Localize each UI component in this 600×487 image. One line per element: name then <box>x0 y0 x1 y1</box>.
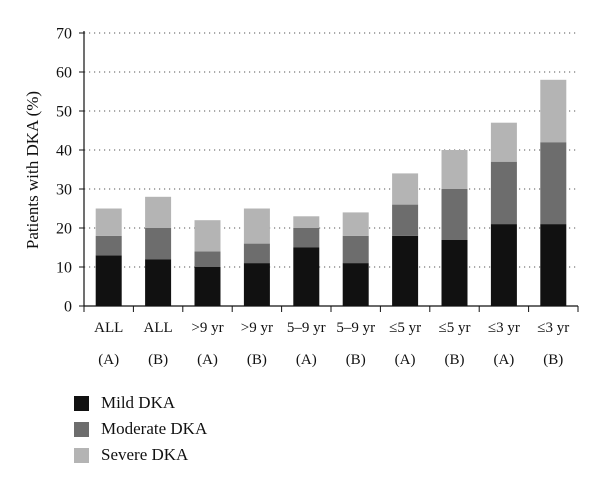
x-tick-group-label: (A) <box>197 352 218 368</box>
x-tick-label: 5–9 yr <box>287 320 326 336</box>
x-tick-label: ≤5 yr <box>439 320 471 336</box>
bar-segment-moderate-dka <box>441 189 468 240</box>
legend-label-moderate: Moderate DKA <box>101 419 208 438</box>
bar-segment-mild-dka <box>441 239 468 306</box>
legend-label-mild: Mild DKA <box>101 393 176 412</box>
bar-segment-moderate-dka <box>95 235 122 256</box>
x-tick-label: ≤3 yr <box>488 320 520 336</box>
bars <box>95 79 567 306</box>
y-tick-label: 20 <box>56 221 72 238</box>
bar-segment-moderate-dka <box>243 243 270 264</box>
bar-segment-severe-dka <box>145 196 172 228</box>
bar-segment-mild-dka <box>95 255 122 306</box>
bar-segment-moderate-dka <box>540 142 567 225</box>
bar-segment-moderate-dka <box>392 204 419 236</box>
x-tick-group-label: (B) <box>247 352 267 368</box>
legend-swatch-moderate <box>74 421 89 437</box>
x-tick-group-label: (B) <box>148 352 168 368</box>
bar-segment-severe-dka <box>194 220 221 252</box>
y-tick-label: 10 <box>56 260 72 277</box>
bar-segment-mild-dka <box>145 259 172 306</box>
bar-segment-moderate-dka <box>490 161 517 225</box>
bar-segment-severe-dka <box>95 208 122 236</box>
bar-segment-moderate-dka <box>293 228 320 248</box>
x-tick-label: ≤3 yr <box>537 320 569 336</box>
y-tick-label: 40 <box>56 143 72 160</box>
x-tick-group-label: (A) <box>395 352 416 368</box>
x-tick-group-label: (B) <box>445 352 465 368</box>
y-tick-label: 70 <box>56 26 72 43</box>
bar-segment-severe-dka <box>392 173 419 205</box>
x-tick-label: >9 yr <box>191 320 223 336</box>
bar-segment-mild-dka <box>293 247 320 306</box>
y-tick-label: 0 <box>64 299 72 316</box>
legend: Mild DKA Moderate DKA Severe DKA <box>74 390 207 468</box>
bar-segment-mild-dka <box>194 267 221 306</box>
bar-segment-severe-dka <box>490 122 517 162</box>
x-tick-label: 5–9 yr <box>336 320 375 336</box>
x-tick-label: >9 yr <box>241 320 273 336</box>
legend-label-severe: Severe DKA <box>101 445 189 464</box>
bar-segment-mild-dka <box>540 224 567 306</box>
x-tick-label: ≤5 yr <box>389 320 421 336</box>
bar-segment-severe-dka <box>540 79 567 143</box>
tick-labels: 0 10 20 30 40 50 60 70 ALL (A) ALL (B) >9 yr (A) >9 yr… <box>56 26 569 369</box>
bar-segment-mild-dka <box>392 235 419 306</box>
x-tick-group-label: (B) <box>346 352 366 368</box>
y-tick-label: 60 <box>56 65 72 82</box>
legend-item-severe: Severe DKA <box>74 442 207 468</box>
x-tick-group-label: (A) <box>296 352 317 368</box>
y-axis-title: Patients with DKA (%) <box>23 91 42 249</box>
bar-segment-moderate-dka <box>342 235 369 264</box>
legend-swatch-mild <box>74 395 89 411</box>
legend-swatch-severe <box>74 447 89 463</box>
legend-item-moderate: Moderate DKA <box>74 416 207 442</box>
axes <box>79 31 579 312</box>
bar-segment-mild-dka <box>490 224 517 306</box>
x-tick-label: ALL <box>144 320 173 336</box>
x-tick-group-label: (B) <box>543 352 563 368</box>
bar-segment-severe-dka <box>293 216 320 228</box>
bar-segment-mild-dka <box>342 263 369 306</box>
bar-segment-severe-dka <box>243 208 270 244</box>
x-tick-group-label: (A) <box>98 352 119 368</box>
bar-segment-mild-dka <box>243 263 270 306</box>
bar-segment-severe-dka <box>441 150 468 189</box>
bar-segment-moderate-dka <box>194 251 221 267</box>
x-tick-label: ALL <box>94 320 123 336</box>
legend-item-mild: Mild DKA <box>74 390 207 416</box>
y-tick-label: 30 <box>56 182 72 199</box>
y-tick-label: 50 <box>56 104 72 121</box>
x-tick-group-label: (A) <box>493 352 514 368</box>
bar-segment-moderate-dka <box>145 228 172 260</box>
bar-segment-severe-dka <box>342 212 369 236</box>
